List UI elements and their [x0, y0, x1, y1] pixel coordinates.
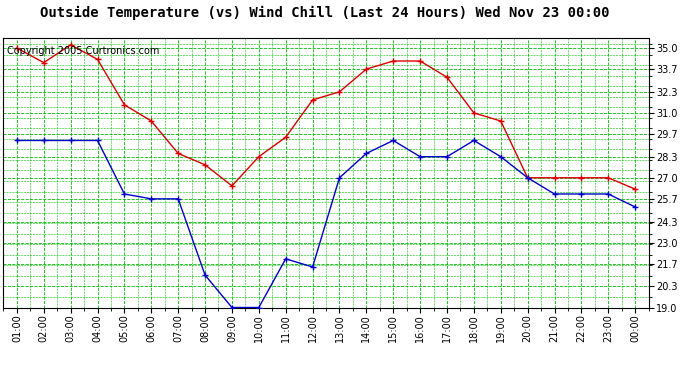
Text: Copyright 2005 Curtronics.com: Copyright 2005 Curtronics.com [7, 46, 159, 56]
Text: Outside Temperature (vs) Wind Chill (Last 24 Hours) Wed Nov 23 00:00: Outside Temperature (vs) Wind Chill (Las… [39, 6, 609, 20]
